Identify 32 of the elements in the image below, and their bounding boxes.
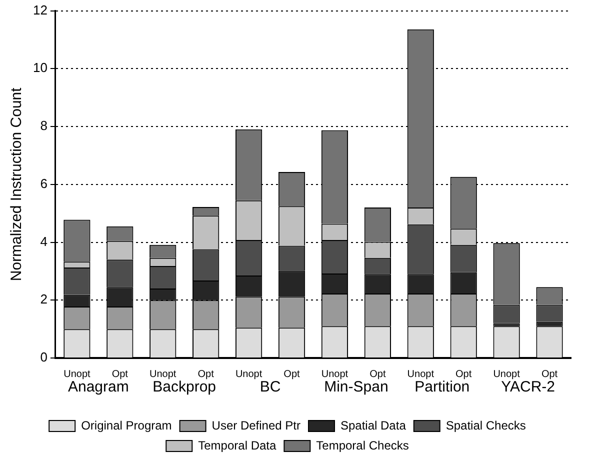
- x-tick-label: Unopt: [235, 368, 262, 380]
- x-tick-label: Opt: [112, 368, 128, 380]
- legend-label: Original Program: [81, 418, 172, 432]
- x-tick-label: Unopt: [321, 368, 348, 380]
- y-tick-label: 12: [32, 2, 48, 18]
- y-tick-label: 2: [40, 292, 48, 307]
- x-tick-label: Opt: [370, 368, 386, 380]
- text: YACR-2: [501, 378, 555, 396]
- x-tick-label: Unopt: [493, 368, 520, 380]
- y-tick-label: 10: [32, 60, 48, 76]
- y-tick-label: 4: [40, 234, 48, 249]
- legend-label: Temporal Data: [198, 438, 276, 452]
- legend-label: Temporal Checks: [316, 438, 409, 452]
- legend-label: Spatial Data: [340, 418, 406, 432]
- text: Anagram: [68, 378, 129, 396]
- x-tick-label: Unopt: [64, 368, 91, 380]
- x-tick-label: Opt: [284, 368, 300, 380]
- y-axis-title: Normalized Instruction Count: [8, 86, 26, 282]
- y-tick-label: 0: [40, 350, 48, 365]
- x-tick-label: Unopt: [150, 368, 176, 380]
- legend-label: Spatial Checks: [446, 418, 526, 432]
- text: Backprop: [152, 378, 216, 396]
- text: Min-Span: [324, 378, 388, 396]
- x-tick-label: Opt: [456, 368, 472, 380]
- x-tick-label: Opt: [541, 368, 558, 380]
- y-tick-label: 8: [40, 118, 48, 134]
- legend-label: User Defined Ptr: [212, 418, 300, 432]
- text: Partition: [414, 378, 470, 396]
- x-tick-label: Opt: [198, 368, 214, 380]
- x-tick-label: Unopt: [407, 368, 434, 380]
- text: BC: [260, 378, 281, 396]
- y-tick-label: 6: [40, 176, 48, 191]
